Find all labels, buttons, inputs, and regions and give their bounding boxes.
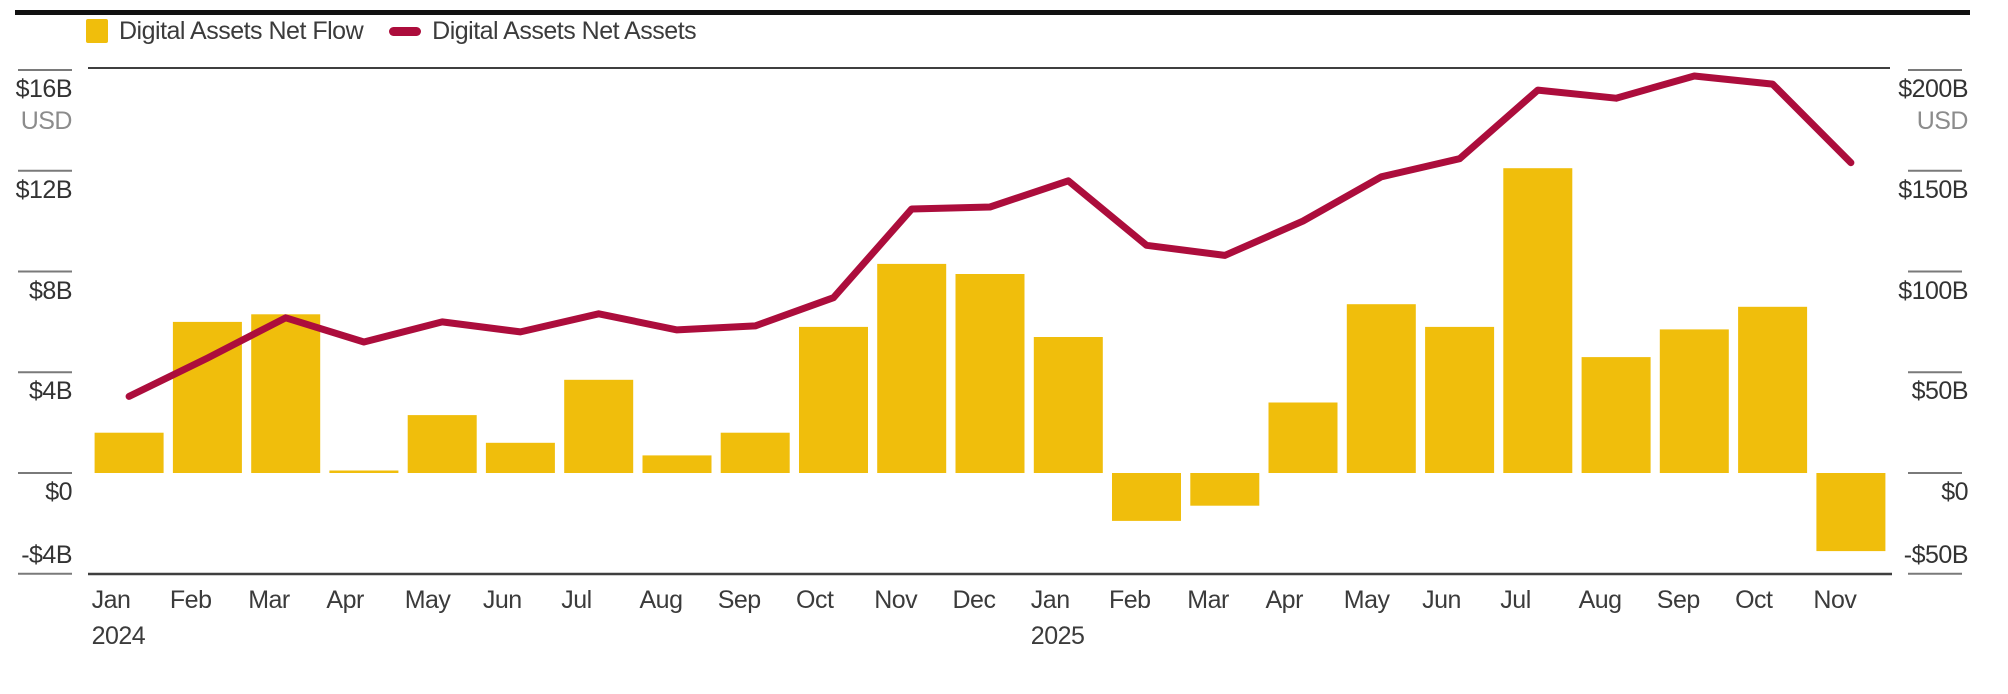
net-flow-bar-jan-2025 — [1033, 337, 1103, 473]
right-axis-tick-label: $50B — [1911, 377, 1969, 406]
x-axis-month-label: Jan — [91, 586, 131, 614]
x-axis-month-label: May — [404, 586, 451, 614]
right-axis-tick-label: $200B — [1898, 75, 1968, 103]
left-axis-tick-label: $8B — [29, 276, 72, 305]
left-axis-tick-label: $12B — [15, 175, 73, 204]
x-axis-month-label: Nov — [1813, 586, 1857, 614]
right-axis-tick-label: $0 — [1941, 478, 1968, 506]
x-axis-year-label: 2025 — [1030, 622, 1085, 650]
legend-label-net-flow: Digital Assets Net Flow — [119, 16, 364, 45]
top-border-rule — [15, 10, 1970, 15]
net-assets-line — [125, 72, 1855, 400]
legend-label-net-assets: Digital Assets Net Assets — [432, 16, 697, 45]
net-flow-bar-may-2024 — [407, 415, 477, 473]
x-axis-month-label: Jul — [561, 586, 592, 614]
net-flow-bar-jul-2025 — [1503, 168, 1573, 473]
x-axis-month-label: Jan — [1030, 586, 1070, 614]
net-flow-bar-aug-2024 — [642, 455, 712, 473]
x-axis-month-label: Aug — [639, 586, 683, 614]
legend-item-net-assets: Digital Assets Net Assets — [389, 16, 697, 46]
net-flow-bar-oct-2024 — [799, 326, 868, 473]
left-axis-tick-label: -$4B — [21, 540, 72, 569]
x-axis-month-label: Oct — [796, 586, 834, 614]
right-axis-tick-label: $150B — [1898, 175, 1968, 204]
x-axis-month-label: Apr — [326, 586, 364, 614]
x-axis-month-label: Oct — [1735, 586, 1773, 614]
x-axis-month-label: Nov — [874, 586, 918, 614]
x-axis-month-label: Dec — [952, 586, 996, 614]
x-axis-month-label: Feb — [1109, 586, 1151, 614]
net-flow-bar-dec-2024 — [955, 274, 1025, 473]
net-flow-bar-jun-2024 — [485, 442, 555, 473]
x-axis-year-label: 2024 — [91, 622, 146, 650]
net-flow-bar-sep-2025 — [1659, 329, 1729, 473]
x-axis-month-label: Mar — [1187, 586, 1229, 614]
net-flow-bar-nov-2025 — [1816, 473, 1886, 552]
x-axis-month-label: Sep — [1656, 586, 1700, 614]
net-flow-bar-aug-2025 — [1581, 357, 1651, 473]
x-axis-month-label: Apr — [1265, 586, 1304, 614]
net-assets-swatch-icon — [389, 26, 422, 36]
net-flow-bar-mar-2024 — [251, 314, 321, 473]
x-axis-month-label: Jul — [1500, 586, 1531, 614]
x-axis-month-label: Jun — [1422, 586, 1461, 614]
left-axis-tick-label: $0 — [45, 478, 72, 506]
left-axis-tick-label: $4B — [29, 377, 72, 406]
left-axis-unit-label: USD — [20, 107, 73, 135]
chart-legend: Digital Assets Net Flow Digital Assets N… — [86, 16, 697, 46]
right-axis-unit-label: USD — [1916, 107, 1969, 135]
left-axis-tick-label: $16B — [15, 75, 73, 103]
net-flow-bar-oct-2025 — [1738, 306, 1808, 473]
net-flow-bar-nov-2024 — [877, 263, 947, 473]
right-axis-tick-label: $100B — [1898, 276, 1968, 305]
net-flow-swatch-icon — [86, 19, 108, 43]
net-flow-bar-jun-2025 — [1425, 326, 1495, 473]
x-axis-month-label: Jun — [482, 586, 522, 614]
x-axis-month-label: Mar — [248, 586, 290, 614]
net-flow-bar-jul-2024 — [564, 379, 634, 473]
x-axis-month-label: Aug — [1578, 586, 1622, 614]
net-flow-bar-apr-2024 — [329, 470, 399, 473]
x-axis-month-label: May — [1343, 586, 1390, 614]
net-flow-bar-feb-2025 — [1112, 473, 1181, 521]
right-axis-tick-label: -$50B — [1903, 540, 1969, 569]
net-flow-bar-mar-2025 — [1190, 473, 1260, 506]
net-flow-bar-may-2025 — [1346, 304, 1416, 473]
net-flow-bar-apr-2025 — [1268, 402, 1338, 473]
x-axis-month-label: Feb — [169, 586, 212, 614]
net-flow-bar-jan-2024 — [94, 432, 164, 473]
x-axis-month-label: Sep — [717, 586, 761, 614]
net-flow-bar-sep-2024 — [720, 432, 790, 473]
legend-item-net-flow: Digital Assets Net Flow — [86, 16, 364, 46]
